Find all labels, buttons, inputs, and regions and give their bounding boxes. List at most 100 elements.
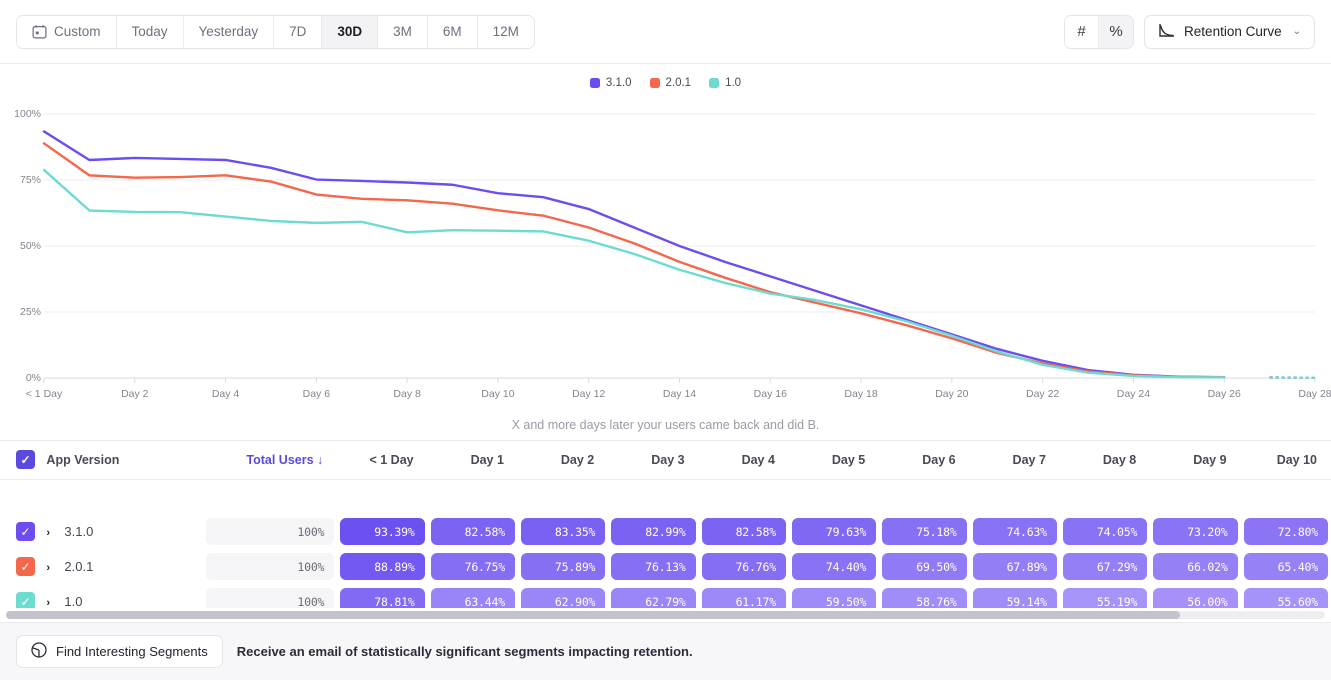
table-row[interactable]: ✓ › 1.0 100% 78.81% 63.44% 62.90% 62.79% 61.17% 5… — [0, 584, 1331, 608]
retention-cell[interactable]: 55.60% — [1241, 584, 1331, 608]
table-scroll-region[interactable]: ✓ App Version Total Users ↓ < 1 Day Day 1 Day… — [0, 441, 1331, 608]
retention-cell[interactable]: 62.79% — [608, 584, 698, 608]
column-header-day-4[interactable]: Day 4 — [698, 441, 789, 480]
column-header-day-1[interactable]: Day 1 — [427, 441, 518, 480]
range-button-label: Custom — [54, 24, 101, 39]
column-header-day-3[interactable]: Day 3 — [608, 441, 699, 480]
retention-cell[interactable]: 76.13% — [608, 549, 698, 584]
expand-row-icon[interactable]: › — [46, 527, 51, 539]
retention-cell[interactable]: 88.89% — [337, 549, 427, 584]
retention-cell[interactable]: 82.58% — [699, 514, 789, 549]
range-button-label: Today — [131, 24, 168, 39]
row-checkbox-cell[interactable]: ✓ — [0, 549, 46, 584]
column-header-day-2[interactable]: Day 2 — [517, 441, 609, 480]
column-header-day-6[interactable]: Day 6 — [879, 441, 970, 480]
column-header-total-users[interactable]: Total Users ↓ — [203, 441, 338, 480]
row-checkbox-2.0.1[interactable]: ✓ — [16, 557, 35, 576]
retention-cell[interactable]: 66.02% — [1150, 549, 1240, 584]
horizontal-scrollbar[interactable] — [0, 608, 1331, 622]
legend-swatch — [649, 78, 660, 88]
retention-cell[interactable]: 69.50% — [879, 549, 969, 584]
row-checkbox-cell[interactable]: ✓ — [0, 584, 46, 608]
range-button-yesterday[interactable]: Yesterday — [183, 15, 275, 48]
retention-cell[interactable]: 72.80% — [1241, 514, 1331, 549]
range-button-3m[interactable]: 3M — [378, 15, 428, 48]
retention-cell[interactable]: 82.99% — [608, 514, 698, 549]
select-all-checkbox-cell[interactable]: ✓ — [0, 441, 47, 480]
retention-value: 66.02% — [1153, 553, 1238, 580]
retention-cell[interactable]: 76.76% — [699, 549, 789, 584]
column-header-day-9[interactable]: Day 9 — [1150, 441, 1241, 480]
row-checkbox-3.1.0[interactable]: ✓ — [16, 522, 35, 541]
retention-value: 61.17% — [701, 588, 786, 608]
hash-icon[interactable]: # — [1065, 15, 1100, 48]
range-button-today[interactable]: Today — [116, 15, 184, 48]
retention-cell[interactable]: 74.05% — [1060, 514, 1150, 549]
legend-item-3.1.0[interactable]: 3.1.0 — [589, 77, 632, 89]
retention-cell[interactable]: 83.35% — [518, 514, 608, 549]
retention-value: 76.13% — [611, 553, 696, 580]
column-header--1-day[interactable]: < 1 Day — [337, 441, 428, 480]
row-checkbox-cell[interactable]: ✓ — [0, 514, 46, 549]
scrollbar-thumb[interactable] — [6, 611, 1180, 619]
expand-row-icon[interactable]: › — [46, 597, 51, 608]
legend-item-1.0[interactable]: 1.0 — [709, 77, 741, 89]
table-row[interactable]: ✓ › 2.0.1 100% 88.89% 76.75% 75.89% 76.13% 76.76… — [0, 549, 1331, 584]
range-button-7d[interactable]: 7D — [274, 15, 323, 48]
x-axis-tick-label: Day 4 — [211, 388, 240, 400]
column-header-app-version[interactable]: App Version — [46, 441, 204, 480]
retention-cell[interactable]: 75.89% — [518, 549, 608, 584]
retention-cell[interactable]: 67.89% — [970, 549, 1060, 584]
retention-cell[interactable]: 58.76% — [879, 584, 969, 608]
column-header-day-7[interactable]: Day 7 — [969, 441, 1060, 480]
scrollbar-track[interactable] — [6, 611, 1325, 619]
row-label: 3.1.0 — [64, 524, 94, 539]
retention-value: 65.40% — [1243, 553, 1328, 580]
retention-cell[interactable]: 74.63% — [970, 514, 1060, 549]
retention-cell[interactable]: 55.19% — [1060, 584, 1150, 608]
retention-cell[interactable]: 78.81% — [337, 584, 427, 608]
range-button-custom[interactable]: Custom — [17, 15, 117, 48]
retention-data-table: ✓ App Version Total Users ↓ < 1 Day Day 1 Day… — [0, 441, 1331, 608]
range-button-12m[interactable]: 12M — [477, 15, 534, 48]
retention-cell[interactable]: 56.00% — [1150, 584, 1240, 608]
y-axis-tick-label: 75% — [19, 174, 41, 186]
range-button-30d[interactable]: 30D — [322, 15, 379, 48]
retention-cell[interactable]: 93.39% — [337, 514, 427, 549]
row-checkbox-1.0[interactable]: ✓ — [16, 592, 35, 608]
toolbar: Custom Today Yesterday 7D 30D 3M 6M 12M #% Rete… — [0, 0, 1331, 64]
column-header-day-8[interactable]: Day 8 — [1059, 441, 1151, 480]
retention-cell[interactable]: 75.18% — [879, 514, 969, 549]
table-row[interactable]: ✓ › 3.1.0 100% 93.39% 82.58% 83.35% 82.99% 82.58… — [0, 514, 1331, 549]
select-all-checkbox[interactable]: ✓ — [16, 450, 35, 470]
retention-cell[interactable]: 73.20% — [1150, 514, 1240, 549]
retention-cell[interactable]: 63.44% — [428, 584, 518, 608]
date-range-selector[interactable]: Custom Today Yesterday 7D 30D 3M 6M 12M — [16, 14, 535, 49]
retention-cell[interactable]: 62.90% — [518, 584, 608, 608]
chart-plot-area: 100% 75% 50% 25% 0% < 1 Day Day 2 Day 4 Day 6 Day… — [0, 106, 1331, 440]
find-interesting-segments-button[interactable]: Find Interesting Segments — [16, 635, 223, 668]
retention-value: 74.63% — [972, 518, 1057, 545]
retention-cell[interactable]: 59.50% — [789, 584, 879, 608]
chart-type-dropdown[interactable]: Retention Curve ⌄ — [1144, 14, 1315, 49]
expand-row-icon[interactable]: › — [46, 562, 51, 574]
x-axis-tick-label: Day 18 — [844, 388, 878, 400]
retention-cell[interactable]: 59.14% — [970, 584, 1060, 608]
retention-value: 73.20% — [1153, 518, 1238, 545]
retention-cell[interactable]: 82.58% — [428, 514, 518, 549]
retention-cell[interactable]: 67.29% — [1060, 549, 1150, 584]
percent-icon[interactable]: % — [1099, 15, 1134, 48]
retention-cell[interactable]: 74.40% — [789, 549, 879, 584]
retention-cell[interactable]: 76.75% — [428, 549, 518, 584]
column-header-day-5[interactable]: Day 5 — [788, 441, 880, 480]
x-axis-tick-label: Day 26 — [1207, 388, 1241, 400]
column-header-day-10[interactable]: Day 10 — [1240, 441, 1331, 480]
retention-cell[interactable]: 61.17% — [699, 584, 789, 608]
retention-cell[interactable]: 65.40% — [1241, 549, 1331, 584]
unit-toggle-group[interactable]: #% — [1064, 14, 1135, 49]
legend-item-2.0.1[interactable]: 2.0.1 — [649, 77, 691, 89]
range-button-6m[interactable]: 6M — [427, 15, 478, 48]
range-button-label: 6M — [442, 24, 462, 39]
toolbar-right-controls: #% Retention Curve ⌄ — [1064, 14, 1315, 49]
retention-cell[interactable]: 79.63% — [789, 514, 879, 549]
